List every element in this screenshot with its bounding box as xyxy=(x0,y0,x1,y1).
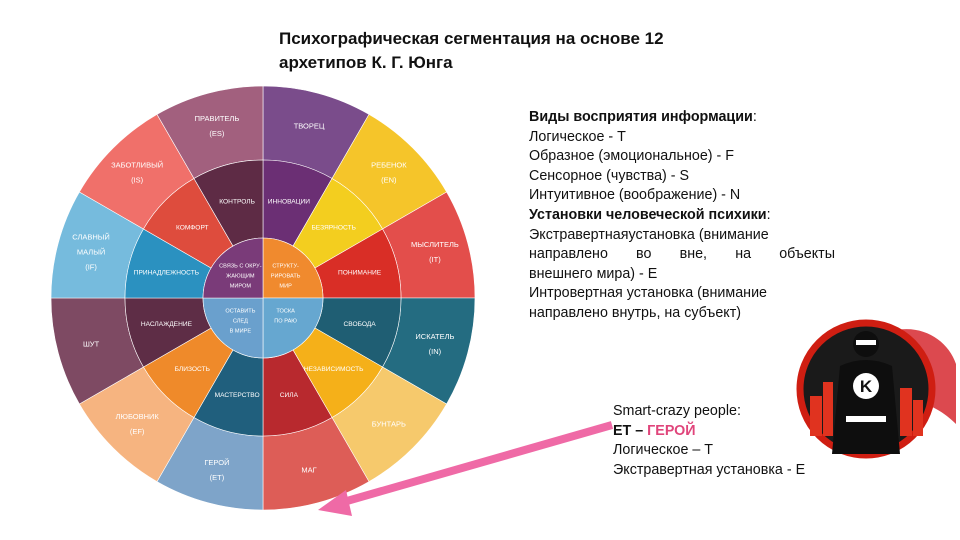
archetype-label: ПРАВИТЕЛЬ (ES) xyxy=(195,114,240,138)
info-line: Логическое - Т xyxy=(529,128,626,145)
chest-emblem xyxy=(853,373,879,399)
archetype-label: МЫСЛИТЕЛЬ (IT) xyxy=(411,240,459,264)
slide-title: Психографическая сегментация на основе 1… xyxy=(279,27,759,75)
archetype-label: ГЕРОЙ (ET) xyxy=(204,458,229,482)
info-line: Образное (эмоциональное) - F xyxy=(529,148,734,165)
info-line: внешнего мира) - Е xyxy=(529,265,658,282)
archetype-label: СЛАВНЫЙ МАЛЫЙ (IF) xyxy=(72,233,110,272)
title-line-2: архетипов К. Г. Юнга xyxy=(279,53,453,72)
center-circle xyxy=(202,237,324,359)
archetype-label: ИСКАТЕЛЬ (IN) xyxy=(415,332,454,356)
archetype-label: ЗАБОТЛИВЫЙ (IS) xyxy=(111,160,163,184)
smart-type: ET – ГЕРОЙ xyxy=(613,422,696,439)
value-label: ПРИНАДЛЕЖНОСТЬ xyxy=(134,269,199,276)
info-text-block: Виды восприятия информации: Логическое -… xyxy=(529,108,835,324)
hero-belt xyxy=(846,416,886,422)
info-heading-attitudes: Установки человеческой психики: xyxy=(529,206,771,223)
hero-accent-text: ГЕРОЙ xyxy=(647,422,696,439)
center-label: СТРУКТУ-РИРОВАТЬ МИР xyxy=(271,263,301,289)
hero-glasses xyxy=(856,340,876,345)
value-label: КОМФОРТ xyxy=(176,225,209,232)
center-quadrant xyxy=(202,297,264,359)
info-line: Сенсорное (чувства) - S xyxy=(529,167,690,184)
value-label: БЕЗЯРНОСТЬ xyxy=(311,225,355,232)
smart-line: Экстравертная установка - Е xyxy=(613,461,806,478)
emblem-letter: K xyxy=(860,377,873,396)
info-line: направлено внутрь, на субъект) xyxy=(529,304,742,321)
center-label: ТОСКА ПО РАЮ xyxy=(274,309,297,325)
value-label: СВОБОДА xyxy=(344,321,377,328)
center-quadrant xyxy=(262,237,324,299)
value-label: БЛИЗОСТЬ xyxy=(175,366,210,373)
value-label: НАСЛАЖДЕНИЕ xyxy=(141,321,193,328)
archetype-wheel: ТВОРЕЦ РЕБЕНОК (EN) МЫСЛИТЕЛЬ (IT) ИСКАТЕЛЬ (I… xyxy=(50,85,476,511)
value-label: ПОНИМАНИЕ xyxy=(338,269,382,276)
center-label: ОСТАВИТЬ СЛЕД В МИРЕ xyxy=(225,309,255,335)
center-quadrant xyxy=(202,237,264,299)
info-line: направлено во вне, на объекты xyxy=(529,246,835,263)
info-line: Интровертная установка (внимание xyxy=(529,285,768,302)
hero-badge-image: K xyxy=(796,319,956,459)
archetype-label: МАГ xyxy=(301,466,316,475)
center-label: СВЯЗЬ С ОКРУ-ЖАЮЩИМ МИРОМ xyxy=(219,263,262,289)
archetype-label: ШУТ xyxy=(83,340,100,349)
values-ring xyxy=(124,159,402,437)
value-label: НЕЗАВИСИМОСТЬ xyxy=(304,366,364,373)
title-line-1: Психографическая сегментация на основе 1… xyxy=(279,29,664,48)
center-quadrant xyxy=(262,297,324,359)
archetype-label: ТВОРЕЦ xyxy=(294,122,325,131)
info-line: Интуитивное (воображение) - N xyxy=(529,187,741,204)
smart-heading: Smart-crazy people: xyxy=(613,403,741,419)
archetype-label: ЛЮБОВНИК (EF) xyxy=(115,412,159,436)
smart-crazy-block: Smart-crazy people: ET – ГЕРОЙ Логическо… xyxy=(613,402,805,480)
value-label: СИЛА xyxy=(280,392,299,399)
value-label: МАСТЕРСТВО xyxy=(215,392,260,399)
archetype-label: БУНТАРЬ xyxy=(372,419,406,428)
archetype-label: РЕБЕНОК (EN) xyxy=(371,160,407,184)
city-skyline xyxy=(810,382,923,436)
info-heading-perception: Виды восприятия информации: xyxy=(529,109,757,125)
info-line: Экстравертнаяустановка (внимание xyxy=(529,226,769,243)
smart-line: Логическое – Т xyxy=(613,442,714,458)
value-label: ИННОВАЦИИ xyxy=(268,199,311,206)
value-label: КОНТРОЛЬ xyxy=(219,199,255,206)
